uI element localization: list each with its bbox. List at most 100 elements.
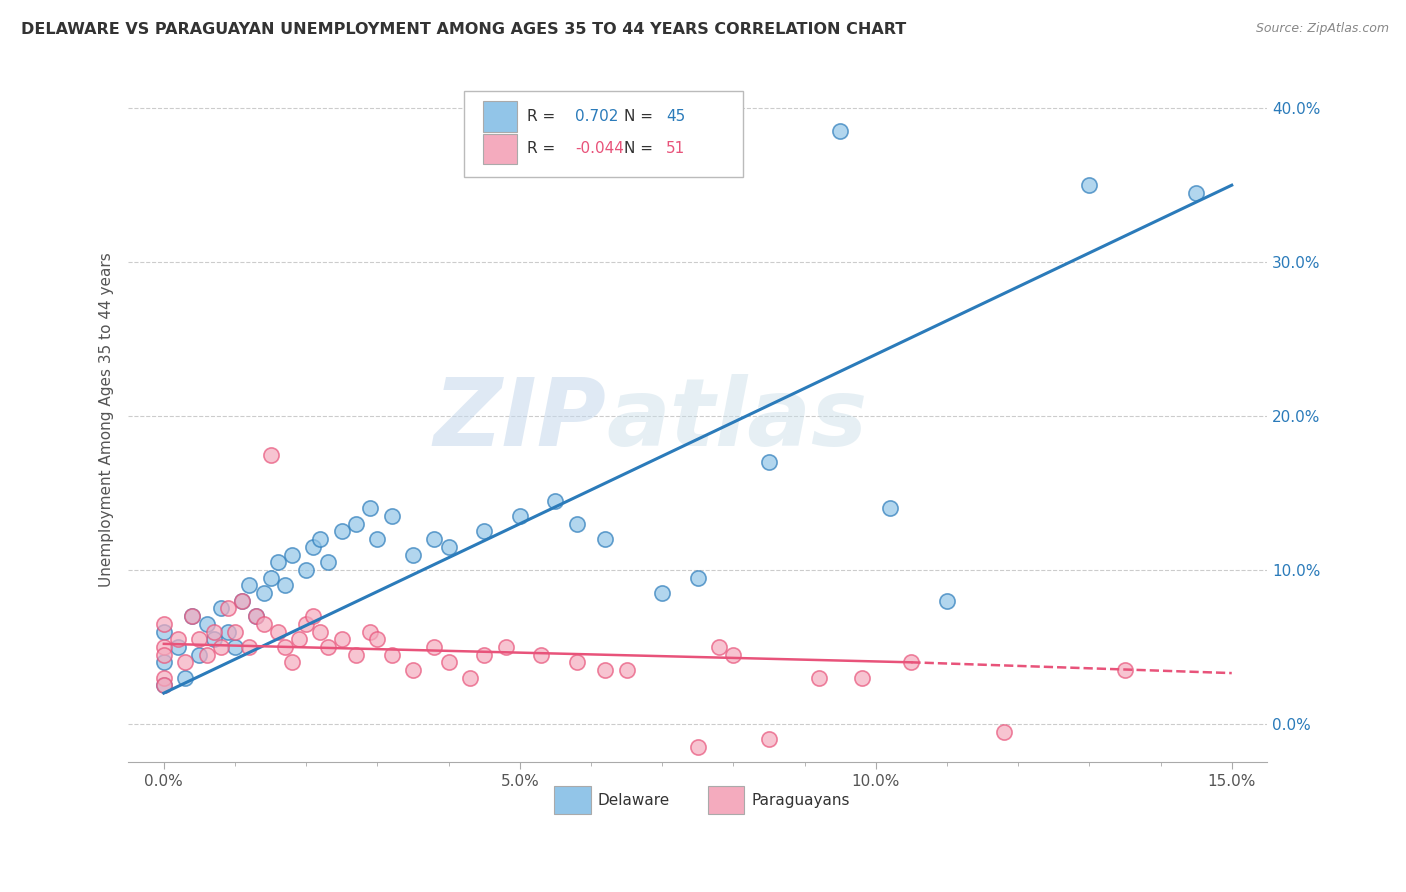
Point xyxy=(330,524,353,539)
Point xyxy=(153,640,176,654)
Point xyxy=(495,640,517,654)
Point xyxy=(402,548,425,562)
Point xyxy=(202,624,225,639)
Point xyxy=(758,455,780,469)
Text: R =: R = xyxy=(527,109,555,124)
Text: N =: N = xyxy=(624,109,652,124)
Point xyxy=(366,532,388,546)
Point xyxy=(402,663,425,677)
Point xyxy=(330,632,353,647)
Point xyxy=(344,648,367,662)
Point xyxy=(252,616,274,631)
Point xyxy=(381,648,404,662)
Point xyxy=(259,448,281,462)
Point xyxy=(224,640,246,654)
Point xyxy=(993,724,1015,739)
Text: 51: 51 xyxy=(666,141,685,156)
Point xyxy=(231,593,253,607)
Point xyxy=(651,586,673,600)
Point xyxy=(686,739,709,754)
Point xyxy=(302,540,325,554)
Point xyxy=(174,656,197,670)
Point xyxy=(274,578,297,592)
Point xyxy=(259,571,281,585)
Point xyxy=(224,624,246,639)
Point xyxy=(209,640,232,654)
Point xyxy=(195,648,218,662)
Point xyxy=(344,516,367,531)
Point xyxy=(472,524,495,539)
Point xyxy=(309,532,332,546)
Point xyxy=(302,609,325,624)
Point xyxy=(437,540,460,554)
Point xyxy=(593,532,616,546)
Point xyxy=(267,555,290,569)
Point xyxy=(153,671,176,685)
FancyBboxPatch shape xyxy=(464,91,744,177)
Point xyxy=(616,663,638,677)
Text: N =: N = xyxy=(624,141,652,156)
Point xyxy=(274,640,297,654)
Point xyxy=(381,509,404,524)
Point xyxy=(245,609,267,624)
Text: 45: 45 xyxy=(666,109,685,124)
Point xyxy=(458,671,481,685)
Point xyxy=(851,671,873,685)
Point xyxy=(686,571,709,585)
Point xyxy=(188,648,211,662)
Point xyxy=(316,555,339,569)
Point xyxy=(295,616,318,631)
Point xyxy=(316,640,339,654)
Point xyxy=(366,632,388,647)
Point xyxy=(359,624,381,639)
Point xyxy=(807,671,830,685)
Point xyxy=(153,616,176,631)
Point xyxy=(202,632,225,647)
Point xyxy=(267,624,290,639)
FancyBboxPatch shape xyxy=(554,786,591,814)
Point xyxy=(565,516,588,531)
Text: DELAWARE VS PARAGUAYAN UNEMPLOYMENT AMONG AGES 35 TO 44 YEARS CORRELATION CHART: DELAWARE VS PARAGUAYAN UNEMPLOYMENT AMON… xyxy=(21,22,907,37)
Point xyxy=(153,678,176,692)
Point xyxy=(153,656,176,670)
Point xyxy=(281,656,304,670)
Point xyxy=(288,632,311,647)
Point xyxy=(195,616,218,631)
Y-axis label: Unemployment Among Ages 35 to 44 years: Unemployment Among Ages 35 to 44 years xyxy=(100,252,114,587)
Point xyxy=(423,532,446,546)
Point xyxy=(153,648,176,662)
Point xyxy=(472,648,495,662)
Point xyxy=(209,601,232,615)
Point xyxy=(1114,663,1136,677)
Point xyxy=(238,578,260,592)
Point xyxy=(167,632,190,647)
Point xyxy=(153,678,176,692)
Text: Paraguayans: Paraguayans xyxy=(751,792,849,807)
Text: Delaware: Delaware xyxy=(598,792,669,807)
Point xyxy=(217,624,239,639)
Point xyxy=(593,663,616,677)
Point xyxy=(544,493,567,508)
Point xyxy=(565,656,588,670)
Point xyxy=(238,640,260,654)
Point xyxy=(707,640,730,654)
Point xyxy=(231,593,253,607)
Point xyxy=(309,624,332,639)
Point xyxy=(1185,186,1208,200)
Point xyxy=(723,648,745,662)
Text: 0.702: 0.702 xyxy=(575,109,619,124)
Point xyxy=(1078,178,1101,193)
Point xyxy=(359,501,381,516)
Point xyxy=(530,648,553,662)
FancyBboxPatch shape xyxy=(709,786,745,814)
Point xyxy=(153,624,176,639)
FancyBboxPatch shape xyxy=(482,102,516,131)
Text: ZIP: ZIP xyxy=(434,374,606,466)
Point xyxy=(181,609,204,624)
FancyBboxPatch shape xyxy=(482,134,516,164)
Point xyxy=(509,509,531,524)
Point xyxy=(936,593,959,607)
Point xyxy=(423,640,446,654)
Point xyxy=(188,632,211,647)
Point xyxy=(245,609,267,624)
